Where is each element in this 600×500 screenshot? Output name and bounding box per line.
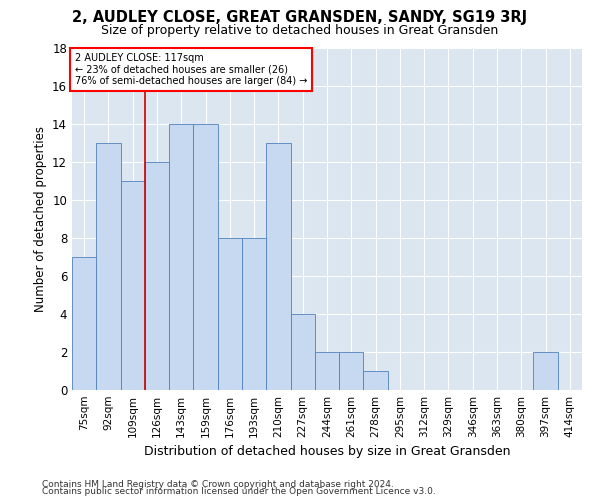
X-axis label: Distribution of detached houses by size in Great Gransden: Distribution of detached houses by size … — [144, 446, 510, 458]
Bar — [193, 124, 218, 390]
Bar — [242, 238, 266, 390]
Bar — [145, 162, 169, 390]
Bar — [169, 124, 193, 390]
Text: 2 AUDLEY CLOSE: 117sqm
← 23% of detached houses are smaller (26)
76% of semi-det: 2 AUDLEY CLOSE: 117sqm ← 23% of detached… — [74, 52, 307, 86]
Bar — [364, 371, 388, 390]
Bar — [72, 257, 96, 390]
Bar — [339, 352, 364, 390]
Bar — [290, 314, 315, 390]
Y-axis label: Number of detached properties: Number of detached properties — [34, 126, 47, 312]
Bar — [96, 142, 121, 390]
Bar — [218, 238, 242, 390]
Text: Contains HM Land Registry data © Crown copyright and database right 2024.: Contains HM Land Registry data © Crown c… — [42, 480, 394, 489]
Bar — [121, 180, 145, 390]
Bar — [533, 352, 558, 390]
Text: Size of property relative to detached houses in Great Gransden: Size of property relative to detached ho… — [101, 24, 499, 37]
Text: Contains public sector information licensed under the Open Government Licence v3: Contains public sector information licen… — [42, 488, 436, 496]
Bar — [266, 142, 290, 390]
Text: 2, AUDLEY CLOSE, GREAT GRANSDEN, SANDY, SG19 3RJ: 2, AUDLEY CLOSE, GREAT GRANSDEN, SANDY, … — [73, 10, 527, 25]
Bar — [315, 352, 339, 390]
